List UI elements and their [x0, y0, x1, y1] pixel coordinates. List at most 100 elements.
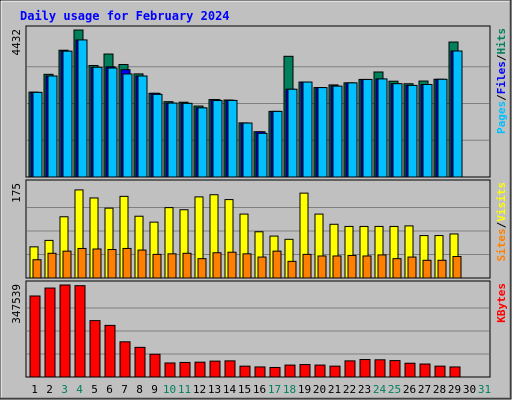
bar-kbytes-day-29 — [449, 366, 461, 378]
bar-kbytes-day-24 — [374, 359, 386, 378]
x-tick-label-day-25: 25 — [388, 383, 401, 396]
bar-sites-day-5 — [92, 248, 102, 279]
bar-kbytes-day-21 — [329, 365, 341, 378]
bar-sites-day-11 — [182, 252, 192, 279]
bar-sites-day-17 — [272, 250, 282, 279]
bar-sites-day-25 — [392, 258, 402, 279]
bar-pages-day-8 — [137, 75, 148, 178]
bar-sites-day-12 — [197, 258, 207, 279]
x-tick-label-day-30: 30 — [463, 383, 476, 396]
bar-kbytes-day-16 — [254, 366, 266, 378]
legend-item-hits: Hits — [495, 28, 508, 55]
bar-sites-day-14 — [227, 251, 237, 279]
bar-kbytes-day-11 — [179, 361, 191, 378]
bar-sites-day-2 — [47, 252, 57, 279]
x-tick-label-day-31: 31 — [478, 383, 491, 396]
bar-kbytes-day-10 — [164, 362, 176, 378]
bar-sites-day-1 — [32, 259, 42, 279]
bar-kbytes-day-4 — [74, 285, 86, 378]
bar-kbytes-day-1 — [29, 295, 41, 378]
bar-pages-day-18 — [287, 88, 298, 178]
bar-kbytes-day-23 — [359, 359, 371, 378]
legend-item-kbytes: KBytes — [495, 283, 508, 323]
bar-kbytes-day-14 — [224, 360, 236, 378]
bar-pages-day-9 — [152, 93, 163, 178]
bar-pages-day-7 — [122, 73, 133, 178]
bar-kbytes-day-7 — [119, 341, 131, 378]
legend-item-pages: Pages — [495, 101, 508, 134]
legend-separator: / — [495, 54, 508, 61]
bar-pages-day-14 — [227, 99, 238, 178]
x-tick-label-day-20: 20 — [313, 383, 326, 396]
bar-pages-day-2 — [47, 75, 58, 178]
bar-sites-day-9 — [152, 253, 162, 279]
bar-kbytes-day-13 — [209, 360, 221, 378]
panel-kbytes: 347539 KBytes — [10, 280, 508, 378]
bar-pages-day-27 — [422, 83, 433, 178]
x-tick-label-day-27: 27 — [418, 383, 431, 396]
bar-kbytes-day-20 — [314, 364, 326, 378]
x-tick-label-day-29: 29 — [448, 383, 461, 396]
bar-sites-day-23 — [362, 255, 372, 279]
bar-pages-day-29 — [452, 50, 463, 178]
bar-sites-day-19 — [302, 253, 312, 279]
bar-kbytes-day-9 — [149, 353, 161, 378]
x-tick-label-day-14: 14 — [223, 383, 237, 396]
bar-sites-day-20 — [317, 255, 327, 279]
bar-pages-day-6 — [107, 67, 118, 178]
x-tick-label-day-4: 4 — [76, 383, 83, 396]
legend-item-files: Files — [495, 61, 508, 94]
panel-visits_sites: 175 Sites/Visits — [10, 179, 508, 279]
bar-pages-day-1 — [32, 91, 43, 178]
x-tick-label-day-15: 15 — [238, 383, 251, 396]
bar-kbytes-day-3 — [59, 284, 71, 378]
y-axis-max-label: 347539 — [10, 284, 23, 324]
bar-sites-day-13 — [212, 252, 222, 279]
bar-pages-day-24 — [377, 78, 388, 178]
bar-sites-day-7 — [122, 247, 132, 279]
x-tick-label-day-16: 16 — [253, 383, 266, 396]
legend: Pages/Files/Hits — [495, 28, 508, 134]
bar-pages-day-4 — [77, 39, 88, 178]
bar-kbytes-day-2 — [44, 287, 56, 378]
bar-sites-day-16 — [257, 256, 267, 279]
x-tick-label-day-7: 7 — [121, 383, 128, 396]
bar-sites-day-27 — [422, 259, 432, 279]
bar-kbytes-day-8 — [134, 346, 146, 378]
x-tick-label-day-12: 12 — [193, 383, 206, 396]
bar-pages-day-16 — [257, 132, 268, 178]
bar-kbytes-day-5 — [89, 320, 101, 378]
x-tick-label-day-8: 8 — [136, 383, 143, 396]
x-tick-label-day-22: 22 — [343, 383, 356, 396]
bar-pages-day-17 — [272, 110, 283, 178]
bar-pages-day-26 — [407, 84, 418, 178]
bar-sites-day-28 — [437, 259, 447, 279]
x-tick-label-day-23: 23 — [358, 383, 371, 396]
x-tick-label-day-19: 19 — [298, 383, 311, 396]
bar-sites-day-21 — [332, 255, 342, 279]
x-tick-label-day-3: 3 — [61, 383, 68, 396]
x-tick-label-day-9: 9 — [151, 383, 158, 396]
bar-kbytes-day-6 — [104, 324, 116, 378]
bar-sites-day-4 — [77, 247, 87, 279]
bar-pages-day-3 — [62, 50, 73, 178]
x-tick-label-day-5: 5 — [91, 383, 98, 396]
bar-kbytes-day-27 — [419, 363, 431, 378]
bar-sites-day-24 — [377, 254, 387, 279]
bar-kbytes-day-25 — [389, 360, 401, 378]
y-axis-max-label: 175 — [10, 183, 23, 203]
x-tick-label-day-24: 24 — [373, 383, 387, 396]
bar-kbytes-day-18 — [284, 364, 296, 378]
bar-sites-day-8 — [137, 249, 147, 279]
chart-panels: 4432Pages/Files/Hits175Sites/Visits34753… — [10, 25, 508, 378]
bar-sites-day-29 — [452, 256, 462, 279]
x-tick-label-day-13: 13 — [208, 383, 221, 396]
bar-pages-day-5 — [92, 66, 103, 178]
bar-pages-day-19 — [302, 81, 313, 178]
x-tick-label-day-11: 11 — [178, 383, 191, 396]
bar-kbytes-day-17 — [269, 366, 281, 378]
bar-pages-day-11 — [182, 102, 193, 178]
x-tick-label-day-28: 28 — [433, 383, 446, 396]
bar-pages-day-21 — [332, 85, 343, 178]
